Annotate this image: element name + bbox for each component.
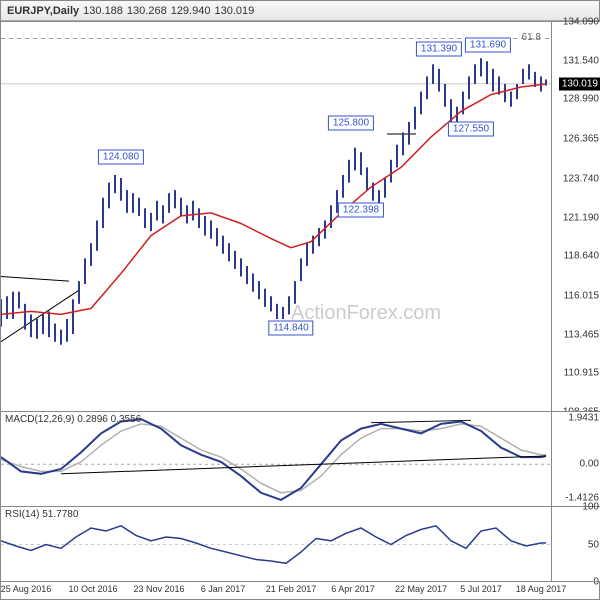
macd-panel: MACD(12,26,9) 0.2896 0.3556 1.94310.00-1… — [1, 411, 600, 506]
x-axis: 25 Aug 2016 10 Oct 2016 23 Nov 2016 6 Jan 2… — [1, 581, 600, 601]
x-tick-label: 10 Oct 2016 — [68, 584, 117, 594]
x-tick-label: 6 Apr 2017 — [331, 584, 375, 594]
y-tick-label: 100 — [582, 502, 599, 513]
y-tick-label: 131.540 — [563, 55, 599, 66]
y-tick-label: 126.365 — [563, 134, 599, 145]
price-annotation: 127.550 — [448, 122, 494, 137]
y-tick-label: 118.640 — [564, 251, 599, 262]
price-y-axis: 108.365110.915113.465116.015118.640121.1… — [551, 22, 600, 411]
x-tick-label: 25 Aug 2016 — [1, 584, 52, 594]
y-tick-label: 128.990 — [563, 94, 599, 105]
ohlc-high: 130.268 — [127, 5, 167, 17]
macd-y-axis: 1.94310.00-1.4126 — [551, 412, 600, 506]
ohlc-low: 129.940 — [171, 5, 211, 17]
current-price-box: 130.019 — [559, 77, 600, 90]
y-tick-label: 113.465 — [564, 329, 599, 340]
y-tick-label: 121.190 — [563, 212, 599, 223]
price-annotation: 124.080 — [98, 149, 144, 164]
y-tick-label: 0.00 — [580, 459, 599, 470]
x-tick-label: 23 Nov 2016 — [133, 584, 184, 594]
price-annotation: 131.690 — [465, 37, 511, 52]
y-tick-label: 50 — [588, 539, 599, 550]
y-tick-label: 123.740 — [563, 173, 599, 184]
chart-container: EURJPY,Daily 130.188 130.268 129.940 130… — [0, 0, 600, 600]
y-tick-label: 116.015 — [564, 291, 599, 302]
price-annotation: 122.398 — [338, 202, 384, 217]
x-tick-label: 18 Aug 2017 — [516, 584, 567, 594]
x-tick-label: 6 Jan 2017 — [201, 584, 246, 594]
price-chart-svg — [1, 22, 551, 412]
y-tick-label: 134.090 — [563, 17, 599, 28]
x-tick-label: 21 Feb 2017 — [266, 584, 317, 594]
symbol-label: EURJPY,Daily — [7, 5, 79, 17]
rsi-y-axis: 100500 — [551, 507, 600, 581]
rsi-label: RSI(14) 51.7780 — [5, 509, 78, 520]
x-tick-label: 22 May 2017 — [395, 584, 447, 594]
price-annotation: 125.800 — [328, 116, 374, 131]
rsi-panel: RSI(14) 51.7780 100500 — [1, 506, 600, 581]
macd-svg — [1, 412, 551, 507]
y-tick-label: 110.915 — [564, 368, 599, 379]
macd-label: MACD(12,26,9) 0.2896 0.3556 — [5, 414, 141, 425]
ohlc-open: 130.188 — [83, 5, 123, 17]
price-panel: 108.365110.915113.465116.015118.640121.1… — [1, 21, 600, 411]
title-bar: EURJPY,Daily 130.188 130.268 129.940 130… — [1, 1, 599, 21]
fib-label: 61.8 — [522, 32, 541, 43]
rsi-svg — [1, 507, 551, 582]
price-annotation: 114.840 — [268, 321, 313, 336]
x-tick-label: 5 Jul 2017 — [460, 584, 502, 594]
ohlc-close: 130.019 — [214, 5, 254, 17]
y-tick-label: 1.9431 — [568, 413, 599, 424]
price-annotation: 131.390 — [416, 42, 462, 57]
